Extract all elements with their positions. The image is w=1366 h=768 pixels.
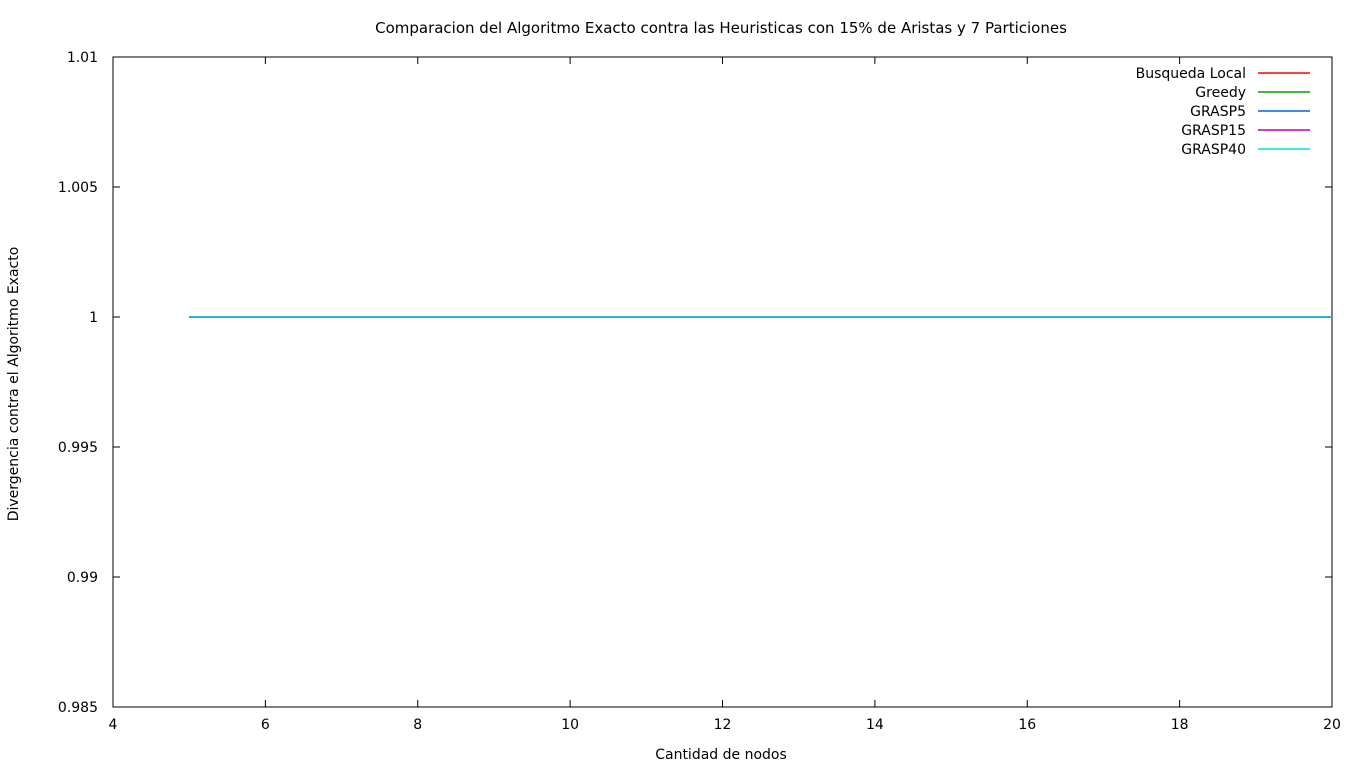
legend-label: GRASP40 bbox=[1181, 142, 1246, 158]
y-tick-label: 0.99 bbox=[67, 570, 98, 586]
x-tick-label: 20 bbox=[1323, 717, 1341, 733]
chart-title: Comparacion del Algoritmo Exacto contra … bbox=[375, 19, 1067, 37]
y-tick-label: 1 bbox=[89, 310, 98, 326]
legend-label: Greedy bbox=[1195, 85, 1246, 101]
x-tick-label: 10 bbox=[561, 717, 579, 733]
legend-label: GRASP15 bbox=[1181, 123, 1246, 139]
y-axis-label: Divergencia contra el Algoritmo Exacto bbox=[6, 247, 22, 522]
y-tick-label: 1.01 bbox=[67, 50, 98, 66]
x-axis-label: Cantidad de nodos bbox=[655, 747, 787, 763]
y-tick-label: 0.985 bbox=[58, 700, 98, 716]
axis-ticks: 4 6 8 10 12 14 16 18 20 0.985 0.99 0.995 1 1.005 1.01 bbox=[58, 50, 1341, 733]
x-tick-label: 14 bbox=[866, 717, 884, 733]
legend-label: Busqueda Local bbox=[1136, 66, 1246, 82]
legend: Busqueda Local Greedy GRASP5 GRASP15 GRASP40 bbox=[1136, 66, 1310, 158]
x-tick-label: 18 bbox=[1171, 717, 1189, 733]
x-tick-label: 6 bbox=[261, 717, 270, 733]
x-tick-label: 8 bbox=[413, 717, 422, 733]
x-tick-label: 4 bbox=[109, 717, 118, 733]
x-tick-label: 16 bbox=[1018, 717, 1036, 733]
legend-label: GRASP5 bbox=[1190, 104, 1246, 120]
x-tick-label: 12 bbox=[714, 717, 732, 733]
y-tick-label: 0.995 bbox=[58, 440, 98, 456]
plot-area-frame bbox=[112, 56, 1333, 708]
y-tick-label: 1.005 bbox=[58, 180, 98, 196]
